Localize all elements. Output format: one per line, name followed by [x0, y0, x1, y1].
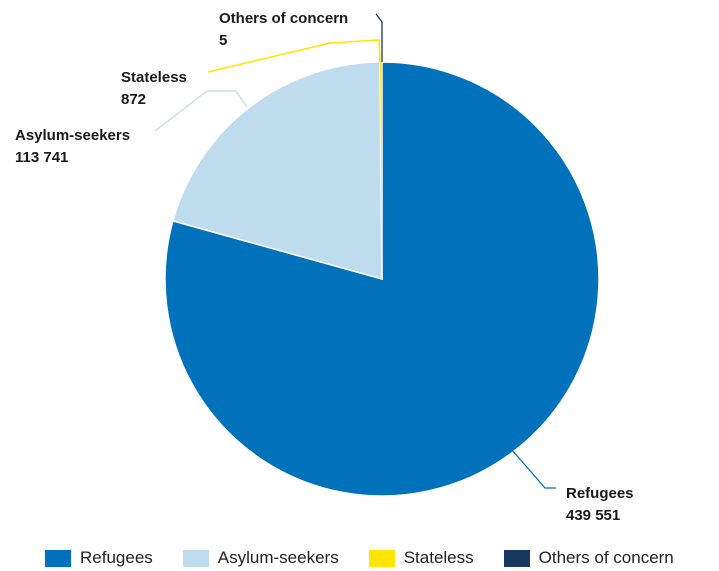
legend-label-refugees: Refugees [80, 548, 153, 567]
leader-lines [154, 13, 556, 489]
legend-label-others-of-concern: Others of concern [538, 548, 674, 567]
legend-swatch-asylum-seekers [182, 549, 209, 567]
pie-slices [164, 61, 600, 497]
leader-line-others-of-concern [375, 13, 383, 62]
legend-item-others-of-concern: Others of concern [503, 548, 674, 568]
slice-value-refugees: 439 551 [566, 507, 620, 524]
legend-item-stateless: Stateless [368, 548, 474, 568]
slice-value-stateless: 872 [121, 91, 146, 108]
legend-label-stateless: Stateless [403, 548, 474, 567]
legend: Refugees Asylum-seekers Stateless Others… [45, 546, 674, 570]
leader-line-asylum-seekers [154, 90, 248, 132]
slice-labels: Refugees 439 551 Asylum-seekers 113 741 Stat… [15, 10, 634, 524]
legend-swatch-others-of-concern [503, 549, 530, 567]
legend-item-asylum-seekers: Asylum-seekers [182, 548, 339, 568]
pie-slice-asylum-seekers [172, 61, 383, 280]
legend-swatch-refugees [45, 549, 71, 567]
legend-label-asylum-seekers: Asylum-seekers [217, 548, 339, 567]
leader-line-stateless [207, 39, 381, 73]
leader-line-refugees [511, 449, 556, 489]
slice-label-refugees: Refugees [566, 485, 634, 502]
legend-item-refugees: Refugees [45, 548, 153, 568]
slice-value-asylum-seekers: 113 741 [15, 149, 68, 166]
legend-swatch-stateless [368, 549, 395, 567]
pie-chart: Refugees 439 551 Asylum-seekers 113 741 Stat… [15, 10, 634, 524]
slice-value-others-of-concern: 5 [219, 32, 227, 49]
slice-label-asylum-seekers: Asylum-seekers [15, 127, 130, 144]
slice-label-stateless: Stateless [121, 69, 187, 86]
slice-label-others-of-concern: Others of concern [219, 10, 348, 27]
